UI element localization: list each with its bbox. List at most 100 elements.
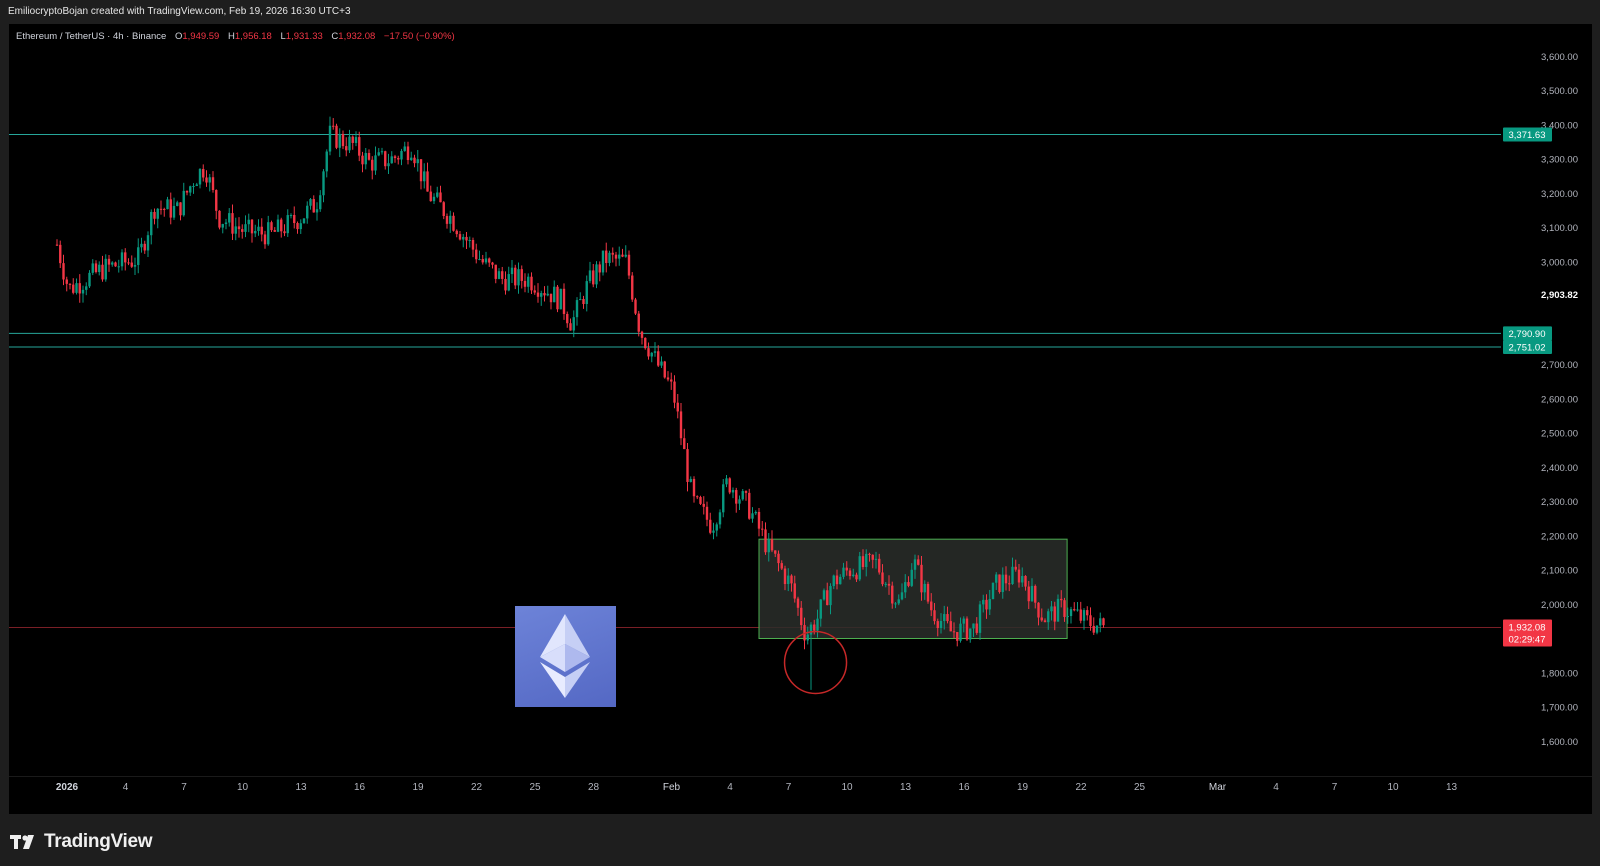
candle-body xyxy=(475,249,478,260)
candle-body xyxy=(839,576,842,585)
candle-body xyxy=(133,264,137,267)
candle-body xyxy=(1076,609,1079,611)
candle-body xyxy=(816,618,819,631)
symbol-label[interactable]: Ethereum / TetherUS · 4h · Binance xyxy=(16,31,167,42)
candle-body xyxy=(494,264,497,279)
candle-body xyxy=(748,492,751,519)
candle-body xyxy=(585,281,588,305)
candle-body xyxy=(696,496,699,498)
candle-body xyxy=(868,553,871,555)
x-tick-label: Feb xyxy=(663,782,681,793)
candle-body xyxy=(920,564,923,593)
candle-body xyxy=(774,550,777,554)
candle-body xyxy=(140,243,143,248)
candle-body xyxy=(650,352,653,357)
x-tick-label: 22 xyxy=(471,782,483,793)
open-label: O xyxy=(174,31,183,42)
candle-body xyxy=(59,244,62,264)
candle-body xyxy=(673,381,676,403)
candle-body xyxy=(1047,611,1050,623)
candle-body xyxy=(1021,575,1024,583)
candle-body xyxy=(943,614,946,621)
x-tick-label: 25 xyxy=(529,782,541,793)
candle-body xyxy=(692,478,696,497)
candle-body xyxy=(1056,598,1060,622)
candle-body xyxy=(634,299,637,314)
candle-body xyxy=(182,190,185,216)
candle-body xyxy=(380,151,384,153)
candle-body xyxy=(601,250,605,273)
candle-body xyxy=(530,276,533,291)
candle-body xyxy=(718,512,722,525)
candle-body xyxy=(621,254,624,257)
candle-body xyxy=(527,276,530,287)
x-tick-label: 13 xyxy=(295,782,307,793)
candle-body xyxy=(306,205,309,219)
candle-body xyxy=(335,125,338,148)
candle-body xyxy=(137,247,140,265)
candle-body xyxy=(410,157,413,161)
x-tick-label: 13 xyxy=(900,782,912,793)
candle-body xyxy=(666,377,670,380)
candle-body xyxy=(364,153,367,165)
candle-body xyxy=(559,288,562,310)
candle-body xyxy=(946,614,949,622)
candle-body xyxy=(1030,585,1034,602)
candle-body xyxy=(611,252,614,255)
candle-body xyxy=(452,215,455,231)
candle-body xyxy=(270,222,273,231)
level-price-label: 2,751.02 xyxy=(1509,343,1546,354)
candle-body xyxy=(933,610,936,622)
candle-body xyxy=(85,286,88,290)
candle-body xyxy=(676,402,679,412)
x-tick-label: 7 xyxy=(1332,782,1338,793)
candle-body xyxy=(543,293,546,296)
candle-body xyxy=(260,226,263,235)
y-tick-label: 2,100.00 xyxy=(1541,566,1578,577)
candle-body xyxy=(403,146,406,151)
candle-body xyxy=(884,583,887,585)
candle-body xyxy=(722,484,725,513)
candle-body xyxy=(829,586,832,606)
open-value: 1,949.59 xyxy=(182,31,220,42)
candle-body xyxy=(855,574,858,580)
candle-body xyxy=(491,262,494,265)
candle-body xyxy=(728,478,731,493)
candle-body xyxy=(796,598,800,608)
candle-body xyxy=(465,236,468,241)
candle-body xyxy=(657,351,660,366)
candle-body xyxy=(835,575,839,585)
candle-body xyxy=(813,624,816,631)
y-tick-label: 1,800.00 xyxy=(1541,668,1578,679)
candle-body xyxy=(231,213,234,234)
price-chart[interactable]: 1,600.00 1,700.00 1,800.00 2,000.00 2,100.00… xyxy=(9,24,1592,814)
chart-panel[interactable]: 1,600.00 1,700.00 1,800.00 2,000.00 2,100.00… xyxy=(9,24,1592,814)
candle-body xyxy=(819,599,822,619)
candle-body xyxy=(189,186,192,193)
candle-body xyxy=(858,556,861,580)
candle-body xyxy=(416,159,419,164)
y-tick-label: 3,300.00 xyxy=(1541,155,1578,166)
candle-body xyxy=(1086,610,1089,616)
candle-body xyxy=(296,223,299,230)
candle-body xyxy=(104,258,107,280)
candle-body xyxy=(286,215,289,234)
candle-body xyxy=(1050,606,1053,612)
level-price-label: 3,371.63 xyxy=(1509,130,1546,141)
candle-body xyxy=(969,628,972,640)
candle-body xyxy=(891,585,894,604)
x-tick-label: 10 xyxy=(237,782,249,793)
candle-body xyxy=(111,262,114,265)
tradingview-brand[interactable]: TradingView xyxy=(10,830,153,854)
x-tick-label: 22 xyxy=(1075,782,1087,793)
candle-body xyxy=(166,199,169,210)
x-tick-label: 4 xyxy=(1273,782,1279,793)
x-tick-label: 2026 xyxy=(56,782,79,793)
candle-body xyxy=(595,264,598,285)
candle-body xyxy=(647,348,650,357)
candle-body xyxy=(777,553,780,564)
x-tick-label: 10 xyxy=(1387,782,1399,793)
candle-body xyxy=(614,254,618,259)
candle-body xyxy=(566,313,569,324)
candle-body xyxy=(484,258,488,263)
